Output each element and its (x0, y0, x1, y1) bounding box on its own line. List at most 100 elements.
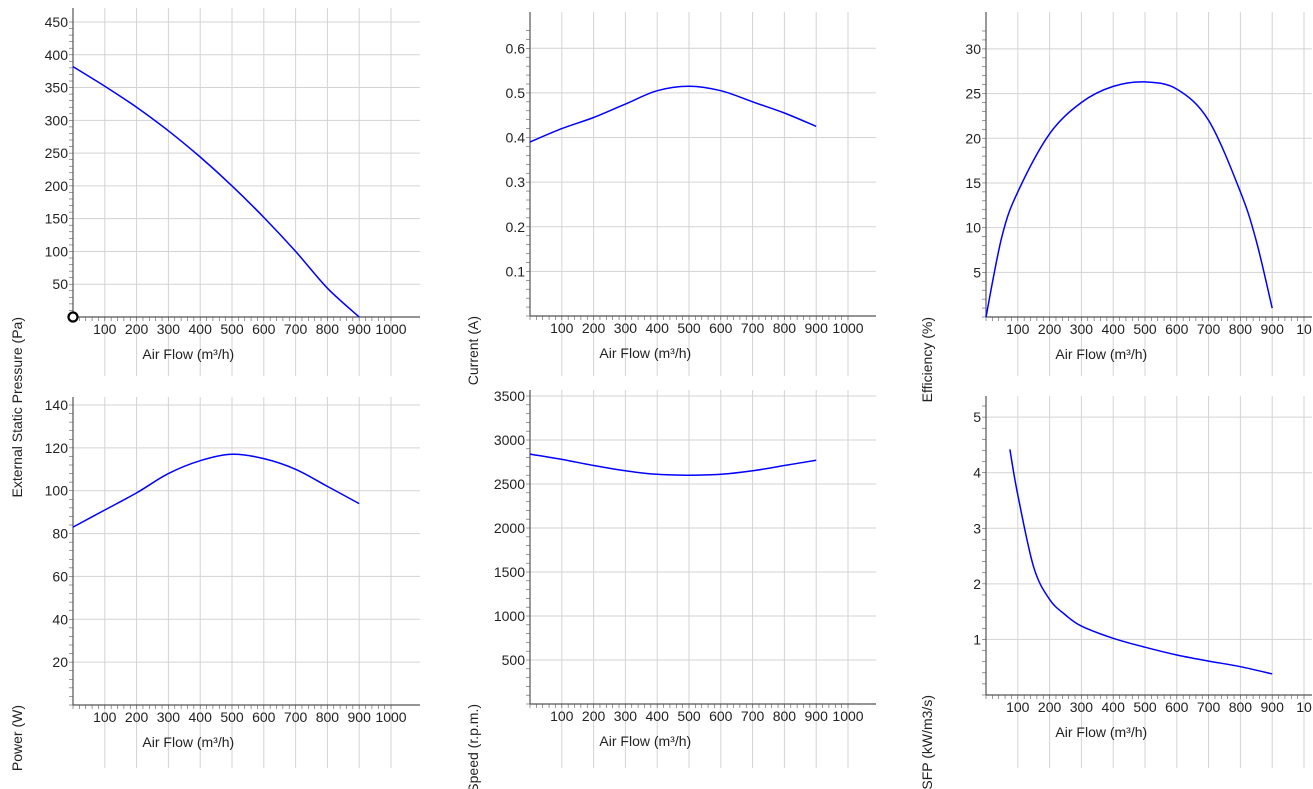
series-line-1 (985, 81, 1273, 318)
y-tick-label: 3000 (494, 432, 525, 448)
x-tick-label: 200 (582, 708, 606, 724)
y-tick-label: 2 (973, 576, 981, 592)
x-tick-label: 200 (125, 321, 149, 337)
x-tick-label: 700 (741, 708, 765, 724)
y-tick-label: 350 (45, 80, 69, 96)
x-tick-label: 600 (252, 321, 276, 337)
y-tick-label: 200 (45, 178, 69, 194)
y-tick-label: 250 (45, 145, 69, 161)
x-axis-title: Air Flow (m³/h) (599, 733, 691, 749)
y-axis-title: External Static Pressure (Pa) (9, 317, 25, 498)
x-tick-label: 900 (805, 320, 829, 336)
y-tick-label: 1 (973, 631, 981, 647)
y-tick-label: 50 (52, 276, 68, 292)
y-tick-label: 2500 (494, 476, 525, 492)
x-tick-label: 800 (1229, 699, 1253, 715)
y-tick-label: 140 (45, 397, 69, 413)
x-tick-label: 500 (677, 708, 701, 724)
x-tick-label: 600 (709, 708, 733, 724)
x-tick-label: 800 (773, 320, 797, 336)
y-tick-label: 100 (45, 483, 69, 499)
y-tick-label: 20 (52, 654, 68, 670)
x-tick-label: 500 (1133, 699, 1157, 715)
x-tick-label: 600 (709, 320, 733, 336)
y-tick-label: 0.5 (506, 85, 526, 101)
y-tick-label: 450 (45, 14, 69, 30)
x-tick-label: 1000 (375, 321, 406, 337)
y-tick-label: 30 (965, 41, 981, 57)
x-tick-label: 10 (1296, 321, 1312, 337)
y-tick-label: 500 (502, 652, 526, 668)
chart-panel-1: 50 100 150 200 250 300 350 400 450 100 200 300 400 50… (9, 8, 420, 498)
x-axis-title: Air Flow (m³/h) (1055, 346, 1147, 362)
y-axis-title: Current (A) (465, 316, 481, 385)
x-tick-label: 300 (1070, 699, 1094, 715)
x-tick-label: 400 (646, 708, 670, 724)
y-tick-label: 120 (45, 440, 69, 456)
y-tick-label: 3500 (494, 388, 525, 404)
x-tick-label: 900 (805, 708, 829, 724)
x-tick-label: 300 (614, 320, 638, 336)
y-tick-label: 5 (973, 264, 981, 280)
x-axis-title: Air Flow (m³/h) (142, 734, 234, 750)
x-tick-label: 400 (646, 320, 670, 336)
chart-panel-4: 20 40 60 80 100 120 140 100 200 300 400 500 600 700 80… (9, 397, 420, 771)
y-tick-label: 1500 (494, 564, 525, 580)
x-tick-label: 500 (1133, 321, 1157, 337)
x-tick-label: 1000 (375, 709, 406, 725)
series-line-1 (1009, 449, 1273, 675)
y-tick-label: 2000 (494, 520, 525, 536)
x-tick-label: 400 (189, 709, 213, 725)
x-tick-label: 100 (550, 320, 574, 336)
x-tick-label: 300 (614, 708, 638, 724)
x-axis-title: Air Flow (m³/h) (1055, 724, 1147, 740)
y-axis-title: Efficiency (%) (919, 317, 935, 402)
y-tick-label: 15 (965, 175, 981, 191)
x-tick-label: 800 (316, 709, 340, 725)
x-tick-label: 900 (1261, 699, 1285, 715)
x-tick-label: 600 (252, 709, 276, 725)
x-tick-label: 500 (220, 709, 244, 725)
x-tick-label: 900 (348, 321, 372, 337)
x-tick-label: 300 (1070, 321, 1094, 337)
x-tick-label: 100 (550, 708, 574, 724)
series-line-1 (529, 453, 817, 476)
x-tick-label: 200 (1038, 321, 1062, 337)
x-tick-label: 800 (316, 321, 340, 337)
x-tick-label: 700 (1197, 699, 1221, 715)
x-tick-label: 500 (677, 320, 701, 336)
x-tick-label: 400 (1102, 699, 1126, 715)
x-tick-label: 100 (1006, 321, 1030, 337)
x-tick-label: 300 (157, 709, 181, 725)
x-tick-label: 500 (220, 321, 244, 337)
y-tick-label: 60 (52, 568, 68, 584)
series-line-1 (529, 85, 817, 143)
y-tick-label: 100 (45, 243, 69, 259)
x-tick-label: 800 (1229, 321, 1253, 337)
y-axis-title: Speed (r.p.m.) (465, 704, 481, 789)
y-tick-label: 10 (965, 220, 981, 236)
y-tick-label: 1000 (494, 608, 525, 624)
y-tick-label: 300 (45, 112, 69, 128)
x-tick-label: 600 (1165, 699, 1189, 715)
x-tick-label: 1000 (832, 708, 863, 724)
x-tick-label: 700 (284, 709, 308, 725)
x-tick-label: 100 (93, 321, 117, 337)
y-tick-label: 400 (45, 47, 69, 63)
y-axis-title: Power (W) (9, 705, 25, 771)
y-tick-label: 150 (45, 211, 69, 227)
y-tick-label: 3 (973, 520, 981, 536)
y-tick-label: 0.6 (506, 40, 526, 56)
operating-point-marker[interactable] (67, 311, 79, 323)
y-tick-label: 0.3 (506, 174, 526, 190)
x-tick-label: 300 (157, 321, 181, 337)
x-tick-label: 400 (189, 321, 213, 337)
x-tick-label: 600 (1165, 321, 1189, 337)
x-tick-label: 700 (1197, 321, 1221, 337)
y-tick-label: 0.4 (506, 130, 526, 146)
chart-panel-5: 500 1000 1500 2000 2500 3000 3500 100 200 300 400 5… (465, 388, 876, 789)
series-line-1 (72, 65, 360, 318)
y-tick-label: 25 (965, 86, 981, 102)
x-tick-label: 200 (125, 709, 149, 725)
y-tick-label: 0.1 (506, 263, 526, 279)
